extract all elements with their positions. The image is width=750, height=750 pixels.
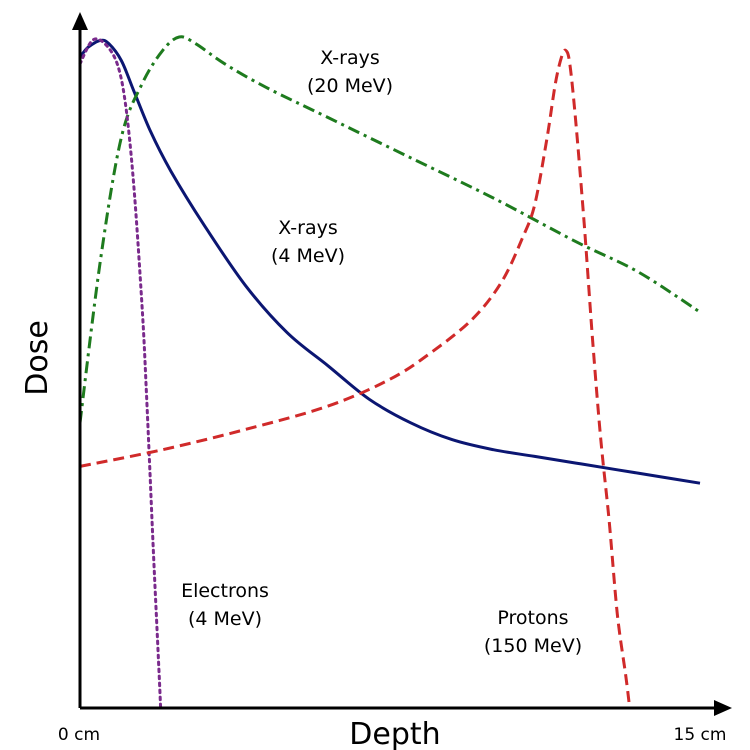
label-electrons-line2: (4 MeV) bbox=[188, 608, 262, 630]
label-protons-line1: Protons bbox=[497, 607, 568, 629]
series-line-protons bbox=[79, 48, 632, 709]
x-tick-label-start: 0 cm bbox=[58, 725, 100, 745]
series-curves bbox=[78, 35, 701, 710]
x-axis-arrowhead bbox=[714, 700, 732, 716]
label-xray20-line1: X-rays bbox=[320, 47, 380, 69]
label-protons-line2: (150 MeV) bbox=[484, 635, 582, 657]
label-xray4-line2: (4 MeV) bbox=[271, 245, 345, 267]
x-axis-title: Depth bbox=[349, 717, 440, 750]
series-line-xray20 bbox=[78, 35, 701, 423]
label-xray20-line2: (20 MeV) bbox=[307, 75, 393, 97]
series-line-xray4 bbox=[78, 38, 701, 485]
y-axis-arrowhead bbox=[72, 12, 88, 30]
label-xray4-line1: X-rays bbox=[278, 217, 338, 239]
x-tick-label-end: 15 cm bbox=[674, 725, 727, 745]
series-line-electrons bbox=[78, 37, 163, 710]
label-electrons-line1: Electrons bbox=[181, 580, 269, 602]
y-axis-title: Dose bbox=[20, 320, 55, 396]
